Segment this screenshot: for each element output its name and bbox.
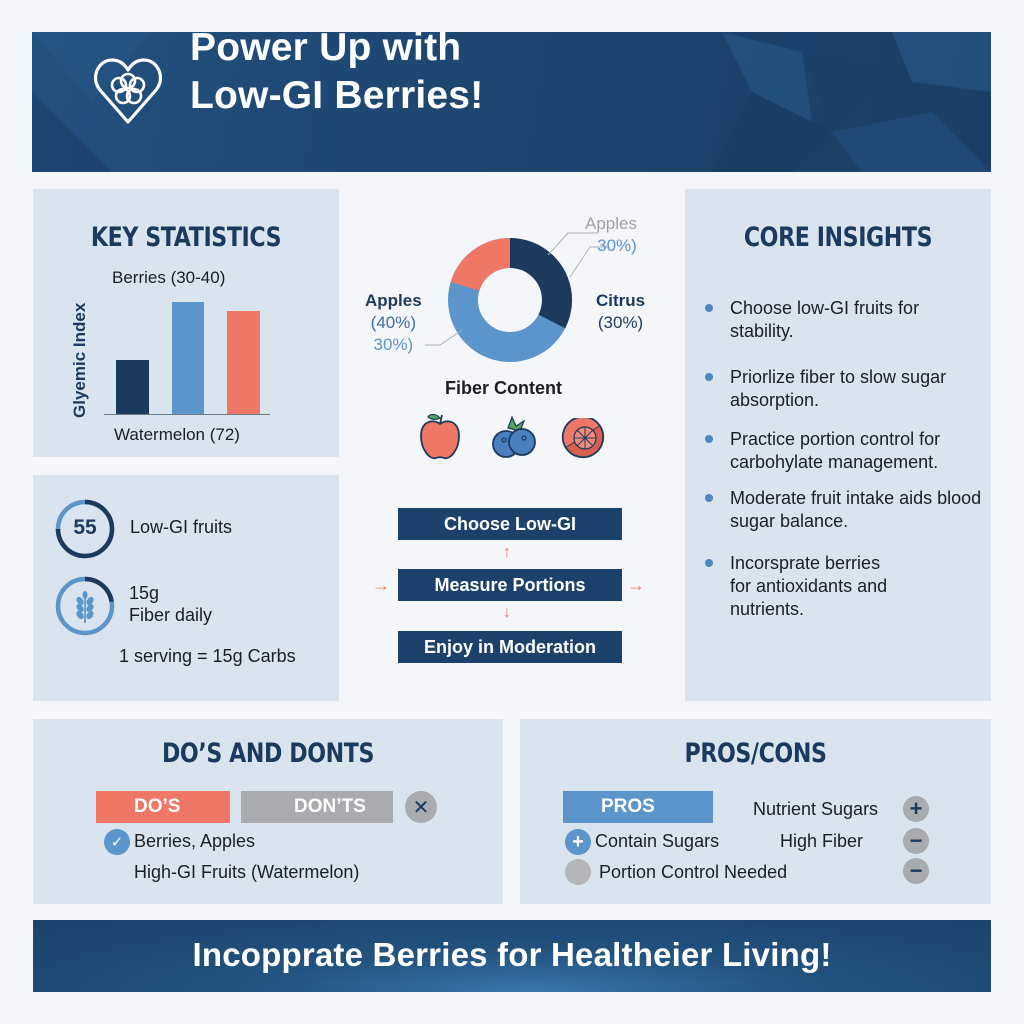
ring-value-55: 55 (73, 516, 97, 539)
core-insights-title: CORE INSIGHTS (743, 222, 933, 253)
footer-banner (33, 920, 991, 992)
blueberries-icon (492, 415, 536, 458)
close-icon: ✕ (405, 791, 437, 823)
flow-step-enjoy-in-moderation: Enjoy in Moderation (398, 631, 622, 663)
pros-tag: PROS (563, 791, 713, 823)
progress-ring-fiber (55, 576, 115, 636)
wheat-icon (76, 591, 94, 623)
page-title: Power Up with Low-GI Berries! (190, 26, 484, 117)
heart-berries-icon (94, 58, 162, 124)
donut-label-top: Apples 30%) (585, 214, 637, 255)
bullet-icon (705, 435, 713, 443)
donut-label-apples: Apples (40%) 30%) (365, 291, 422, 354)
insight-item: Practice portion control for carbohylate… (705, 428, 985, 474)
dos-tag: DO’S (96, 791, 230, 823)
header-banner (32, 32, 991, 172)
insight-item: Incorsprate berries for antioxidants and… (705, 552, 985, 621)
donut-leader-lines (425, 232, 610, 346)
y-axis-label: Glyemic Index (70, 302, 89, 418)
donts-tag: DON’TS (241, 791, 393, 823)
dos-donts-title: DO’S AND DONTS (161, 738, 375, 769)
fiber-donut-chart (448, 238, 572, 362)
key-statistics-title: KEY STATISTICS (90, 222, 282, 253)
footer-text: Incopprate Berries for Healtheier Living… (192, 936, 832, 973)
gray-dot-icon (565, 859, 591, 885)
plus-icon: + (903, 796, 929, 822)
progress-ring-55 (55, 499, 115, 559)
core-insights-panel (685, 189, 991, 701)
polygon-background (32, 32, 991, 172)
fiber-content-title: Fiber Content (445, 378, 562, 398)
pros-item-nutrient-sugars: Nutrient Sugars (753, 799, 879, 819)
x-axis-line (104, 414, 270, 415)
bullet-icon (705, 304, 713, 312)
watermelon-label: Watermelon (72) (114, 425, 240, 444)
insight-item: Choose low-GI fruits for stability. (705, 297, 985, 343)
bullet-icon (705, 494, 713, 502)
bullet-icon (705, 559, 713, 567)
fiber-daily-text: 15g Fiber daily (129, 583, 213, 625)
plus-icon-blue: + (565, 829, 591, 855)
insight-item: Priorlize fiber to slow sugar absorption… (705, 366, 985, 412)
insight-item: Moderate fruit intake aids blood sugar b… (705, 487, 985, 533)
arrow-right-icon-right: → (627, 575, 645, 595)
dos-item-berries-apples: Berries, Apples (134, 831, 256, 851)
berries-label: Berries (30-40) (112, 268, 226, 287)
low-gi-fruits-label: Low-GI fruits (130, 517, 233, 537)
serving-note: 1 serving = 15g Carbs (119, 646, 296, 666)
cons-item-portion-control: Portion Control Needed (599, 862, 788, 882)
minus-icon: − (903, 828, 929, 854)
bar-3 (227, 311, 260, 414)
check-icon: ✓ (104, 829, 130, 855)
arrow-up-icon: ↑ (503, 544, 511, 561)
apple-icon (420, 413, 460, 460)
flow-step-choose-low-gi: Choose Low-GI (398, 508, 622, 540)
bar-1 (116, 360, 149, 414)
bullet-icon (705, 373, 713, 381)
pros-item-high-fiber: High Fiber (780, 831, 864, 851)
minus-icon: − (903, 858, 929, 884)
cons-item-contain-sugars: Contain Sugars (595, 831, 720, 851)
arrow-right-icon-left: → (372, 575, 390, 595)
arrow-down-icon: ↓ (503, 604, 511, 621)
bar-2 (172, 302, 204, 414)
donut-label-citrus: Citrus (30%) (596, 291, 646, 332)
donts-item-high-gi: High-GI Fruits (Watermelon) (134, 862, 360, 882)
stats-panel (33, 475, 339, 701)
orange-slice-icon (561, 418, 605, 459)
pros-cons-title: PROS/CONS (684, 738, 827, 769)
flow-step-measure-portions: Measure Portions (398, 569, 622, 601)
